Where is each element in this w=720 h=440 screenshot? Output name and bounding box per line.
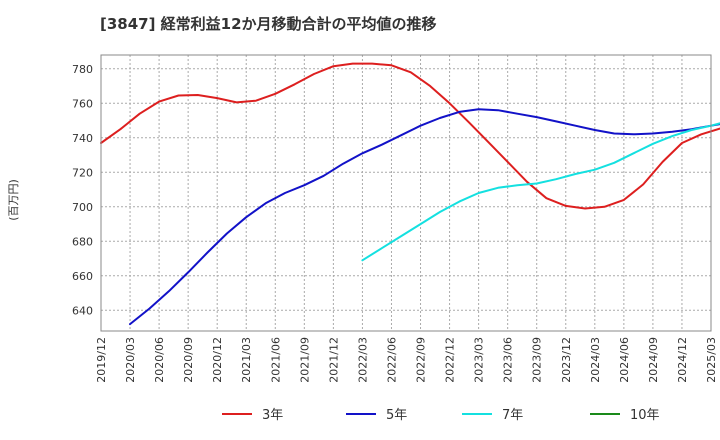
legend: 3年 5年 7年 10年 [222, 408, 660, 423]
y-tick-label: 760 [72, 97, 93, 110]
x-tick-label: 2024/12 [676, 337, 689, 383]
y-tick-labels: 640 660 680 700 720 740 760 780 [72, 63, 93, 317]
x-tick-label: 2020/09 [182, 337, 195, 383]
x-tick-label: 2023/03 [473, 337, 486, 383]
x-tick-label: 2021/03 [240, 337, 253, 383]
y-tick-label: 700 [72, 201, 93, 214]
legend-label: 3年 [262, 408, 283, 423]
y-tick-label: 660 [72, 270, 93, 283]
y-tick-label: 720 [72, 166, 93, 179]
x-tick-label: 2023/06 [502, 337, 515, 383]
y-tick-label: 640 [72, 304, 93, 317]
x-tick-label: 2020/12 [211, 337, 224, 383]
x-tick-label: 2021/12 [327, 337, 340, 383]
y-tick-label: 680 [72, 235, 93, 248]
x-tick-label: 2024/09 [647, 337, 660, 383]
y-tick-label: 780 [72, 63, 93, 76]
x-tick-label: 2021/06 [269, 337, 282, 383]
series-lines [100, 62, 720, 326]
x-tick-label: 2023/12 [560, 337, 573, 383]
x-tick-label: 2020/06 [153, 337, 166, 383]
x-tick-label: 2025/03 [705, 337, 718, 383]
series-line-7年 [361, 122, 720, 262]
series-line-3年 [100, 62, 720, 210]
legend-label: 10年 [630, 408, 660, 423]
x-tick-label: 2022/12 [444, 337, 457, 383]
y-axis-label: (百万円) [7, 179, 20, 221]
grid [100, 55, 712, 331]
series-line-5年 [129, 108, 720, 326]
x-tick-label: 2022/09 [415, 337, 428, 383]
plot-frame [100, 54, 712, 332]
x-tick-label: 2023/09 [531, 337, 544, 383]
x-tick-label: 2020/03 [124, 337, 137, 383]
x-tick-label: 2022/03 [356, 337, 369, 383]
x-tick-labels: 2019/12 2020/03 2020/06 2020/09 2020/12 2021/… [95, 337, 718, 383]
y-tick-label: 740 [72, 132, 93, 145]
legend-label: 7年 [502, 408, 523, 423]
x-tick-label: 2024/03 [589, 337, 602, 383]
x-tick-label: 2024/06 [618, 337, 631, 383]
x-tick-label: 2019/12 [95, 337, 108, 383]
x-tick-label: 2022/06 [385, 337, 398, 383]
chart-title: [3847] 経常利益12か月移動合計の平均値の推移 [100, 15, 437, 33]
x-tick-label: 2021/09 [298, 337, 311, 383]
legend-label: 5年 [386, 408, 407, 423]
